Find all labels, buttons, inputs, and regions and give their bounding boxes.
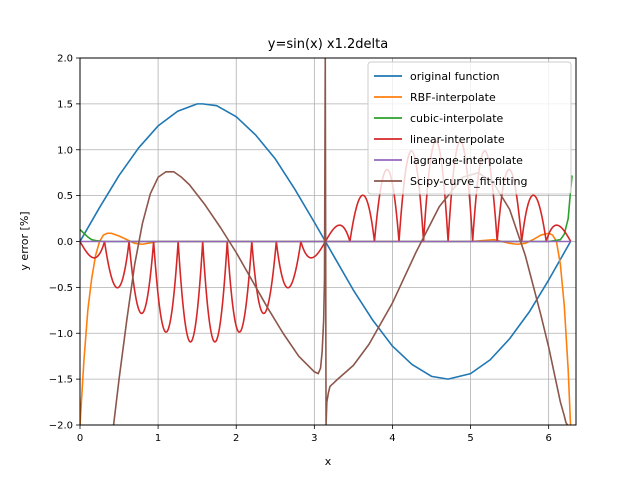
y-tick-label: 0.5 bbox=[57, 191, 73, 202]
legend-label: cubic-interpolate bbox=[410, 112, 504, 125]
legend-label: lagrange-interpolate bbox=[410, 154, 523, 167]
y-tick-label: −2.0 bbox=[49, 421, 73, 432]
y-tick-label: −0.5 bbox=[49, 283, 73, 294]
y-tick-label: −1.5 bbox=[49, 375, 73, 386]
legend-label: RBF-interpolate bbox=[410, 91, 496, 104]
x-tick-label: 6 bbox=[545, 433, 551, 444]
x-tick-label: 1 bbox=[155, 433, 161, 444]
legend-label: Scipy-curve_fit-fitting bbox=[410, 175, 527, 188]
y-axis-label: y error [%] bbox=[18, 211, 31, 270]
y-tick-label: 1.5 bbox=[57, 99, 73, 110]
series-layer bbox=[80, 58, 573, 425]
y-tick-label: 0.0 bbox=[57, 237, 73, 248]
x-axis-ticks: 0 1 2 3 4 5 6 bbox=[77, 425, 552, 444]
y-tick-label: −1.0 bbox=[49, 329, 73, 340]
x-tick-label: 5 bbox=[467, 433, 473, 444]
x-tick-label: 0 bbox=[77, 433, 83, 444]
x-tick-label: 3 bbox=[311, 433, 317, 444]
series-line-original-function bbox=[80, 103, 572, 380]
series-line-scipy-curve-fit-fitting bbox=[112, 58, 569, 425]
chart-title: y=sin(x) x1.2delta bbox=[268, 37, 388, 52]
y-tick-label: 1.0 bbox=[57, 145, 73, 156]
x-axis-label: x bbox=[325, 455, 332, 468]
legend-box bbox=[367, 61, 572, 195]
legend-label: original function bbox=[410, 70, 500, 83]
legend: original function RBF-interpolate cubic-in… bbox=[367, 61, 572, 195]
x-tick-label: 2 bbox=[233, 433, 239, 444]
legend-label: linear-interpolate bbox=[410, 133, 505, 146]
y-tick-label: 2.0 bbox=[57, 54, 73, 65]
x-tick-label: 4 bbox=[389, 433, 395, 444]
y-axis-ticks: −2.0 −1.5 −1.0 −0.5 0.0 0.5 1.0 1.5 2.0 bbox=[49, 54, 80, 432]
